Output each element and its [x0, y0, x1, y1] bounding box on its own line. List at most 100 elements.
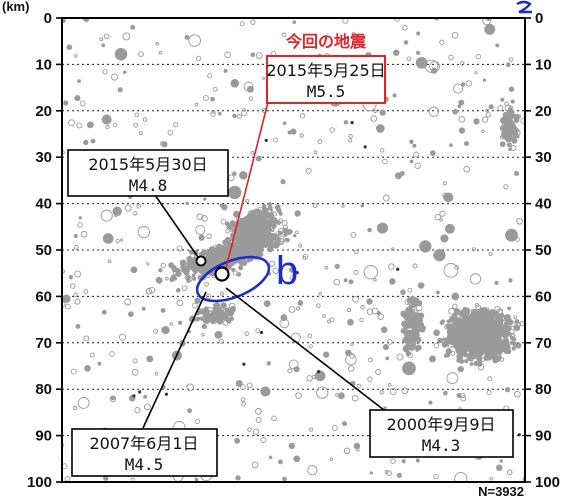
hypocenter-point	[329, 457, 334, 462]
hypocenter-point	[136, 203, 141, 209]
hypocenter-point	[396, 267, 400, 271]
hypocenter-point	[248, 96, 254, 101]
hypocenter-point	[341, 204, 345, 208]
hypocenter-point	[401, 459, 406, 464]
hypocenter-point	[234, 437, 241, 444]
hypocenter-point	[219, 244, 225, 251]
hypocenter-point	[159, 141, 165, 146]
event-sep2000-box: 2000年9月9日 M4.3	[369, 409, 514, 458]
hypocenter-point	[522, 476, 525, 482]
hypocenter-point	[80, 230, 88, 238]
event-may30-box: 2015年5月30日 M4.8	[67, 149, 229, 197]
hypocenter-point	[352, 295, 359, 303]
hypocenter-point	[146, 355, 154, 363]
hypocenter-point	[264, 225, 270, 231]
hypocenter-point	[201, 323, 208, 330]
hypocenter-point	[279, 235, 286, 243]
hypocenter-point	[379, 148, 385, 153]
hypocenter-point	[446, 372, 459, 385]
hypocenter-point	[478, 347, 483, 353]
hypocenter-point	[183, 270, 190, 276]
hypocenter-point	[204, 281, 209, 287]
hypocenter-point	[454, 308, 461, 315]
hypocenter-point	[481, 116, 489, 123]
hypocenter-point	[172, 121, 179, 128]
hypocenter-point	[264, 138, 268, 142]
hypocenter-point	[191, 273, 196, 278]
hypocenter-point	[78, 216, 82, 220]
hypocenter-point	[492, 334, 498, 341]
hypocenter-point	[132, 394, 136, 398]
hypocenter-point	[195, 317, 200, 322]
hypocenter-point	[297, 300, 304, 306]
hypocenter-point	[401, 312, 408, 319]
hypocenter-point	[384, 469, 389, 474]
hypocenter-point	[508, 123, 514, 129]
hypocenter-point	[208, 310, 215, 318]
hypocenter-point	[230, 245, 237, 252]
hypocenter-point	[205, 293, 212, 300]
hypocenter-point	[268, 212, 274, 218]
hypocenter-point	[269, 232, 274, 238]
hypocenter-point	[312, 203, 318, 208]
hypocenter-point	[261, 230, 268, 237]
hypocenter-point	[188, 249, 193, 254]
hypocenter-point	[334, 263, 340, 270]
hypocenter-point	[393, 49, 400, 56]
sample-count: N=3932	[478, 484, 524, 499]
hypocenter-point	[458, 127, 466, 134]
hypocenter-point	[345, 349, 352, 357]
hypocenter-point	[451, 31, 459, 39]
hypocenter-point	[100, 209, 113, 222]
hypocenter-point	[287, 368, 293, 374]
hypocenter-point	[220, 302, 227, 309]
y-tick-label-right: 0	[535, 10, 543, 27]
hypocenter-point	[485, 108, 490, 113]
y-tick-label-left: 10	[35, 56, 52, 73]
hypocenter-point	[509, 335, 515, 341]
hypocenter-cloud	[62, 18, 525, 482]
hypocenter-point	[230, 78, 240, 88]
hypocenter-point	[292, 20, 297, 24]
hypocenter-point	[145, 288, 153, 295]
hypocenter-point	[77, 396, 90, 409]
hypocenter-point	[99, 37, 104, 42]
hypocenter-point	[84, 365, 91, 372]
hypocenter-point	[454, 265, 459, 270]
hypocenter-point	[413, 309, 419, 315]
hypocenter-point	[274, 204, 281, 211]
hypocenter-point	[197, 267, 204, 274]
event-may30-marker	[195, 255, 207, 267]
hypocenter-point	[456, 393, 462, 398]
hypocenter-point	[389, 278, 396, 285]
hypocenter-point	[158, 50, 163, 55]
y-tick-label-right: 100	[535, 474, 560, 491]
hypocenter-point	[351, 394, 359, 402]
hypocenter-point	[353, 270, 359, 275]
hypocenter-point	[507, 306, 512, 311]
y-tick-label-left: 60	[35, 288, 52, 305]
hypocenter-point	[228, 224, 233, 229]
hypocenter-point	[474, 71, 478, 75]
hypocenter-point	[118, 333, 127, 341]
hypocenter-point	[402, 24, 408, 31]
hypocenter-point	[118, 55, 124, 61]
hypocenter-point	[450, 350, 456, 356]
hypocenter-point	[506, 114, 511, 120]
hypocenter-point	[510, 99, 515, 104]
hypocenter-point	[417, 282, 425, 289]
event-sep2000-magnitude: M4.3	[422, 436, 461, 455]
hypocenter-point	[102, 233, 114, 244]
hypocenter-point	[203, 306, 209, 312]
hypocenter-point	[270, 242, 276, 248]
hypocenter-point	[446, 324, 451, 329]
hypocenter-point	[496, 348, 503, 356]
hypocenter-point	[480, 342, 487, 349]
hypocenter-point	[485, 112, 492, 118]
hypocenter-point	[146, 262, 150, 266]
hypocenter-point	[437, 337, 443, 344]
hypocenter-point	[439, 39, 445, 45]
hypocenter-point	[390, 458, 396, 464]
hypocenter-point	[277, 230, 283, 236]
hypocenter-point	[273, 137, 279, 143]
